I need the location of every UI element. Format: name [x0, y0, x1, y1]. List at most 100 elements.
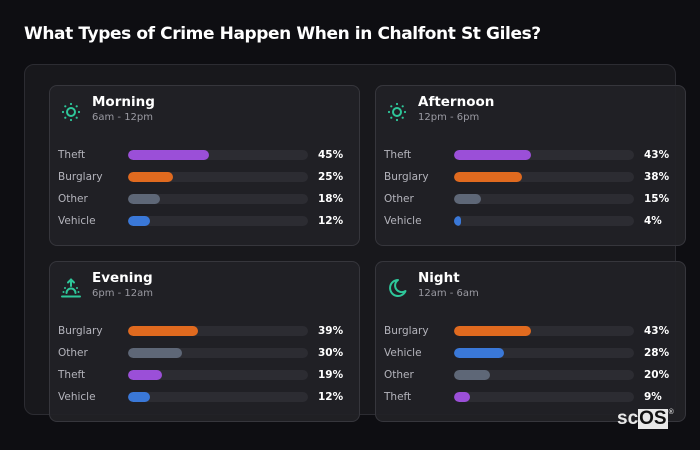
bar-track — [128, 326, 308, 336]
card-time-range: 12pm - 6pm — [418, 112, 480, 123]
bar-row: Vehicle 12% — [58, 212, 358, 234]
bar-percentage: 12% — [318, 215, 344, 227]
bar-label: Theft — [58, 369, 86, 381]
bar-percentage: 45% — [318, 149, 344, 161]
card-night: Night 12am - 6am Burglary 43% Vehicle 28% Ot… — [375, 261, 686, 422]
bar-fill — [454, 194, 481, 204]
bar-track — [454, 392, 634, 402]
bar-track — [454, 172, 634, 182]
card-title: Night — [418, 270, 460, 286]
bar-fill — [454, 370, 490, 380]
bar-row: Other 18% — [58, 190, 358, 212]
bar-label: Burglary — [384, 171, 429, 183]
bar-percentage: 12% — [318, 391, 344, 403]
bar-track — [128, 172, 308, 182]
bar-row: Vehicle 4% — [384, 212, 684, 234]
bar-row: Burglary 39% — [58, 322, 358, 344]
bar-fill — [454, 150, 532, 160]
bar-percentage: 15% — [644, 193, 670, 205]
bar-fill — [454, 392, 471, 402]
bar-percentage: 25% — [318, 171, 344, 183]
bar-row: Burglary 38% — [384, 168, 684, 190]
card-title: Afternoon — [418, 94, 495, 110]
logo-sc: sc — [617, 408, 639, 429]
bar-label: Other — [384, 193, 414, 205]
bar-fill — [128, 150, 209, 160]
bar-label: Theft — [58, 149, 86, 161]
bar-percentage: 28% — [644, 347, 670, 359]
bar-percentage: 9% — [644, 391, 662, 403]
bar-label: Other — [58, 347, 88, 359]
bar-track — [128, 348, 308, 358]
card-title: Evening — [92, 270, 153, 286]
bar-fill — [128, 370, 163, 380]
bar-row: Theft 45% — [58, 146, 358, 168]
bar-fill — [454, 326, 532, 336]
bar-row: Vehicle 12% — [58, 388, 358, 410]
bar-percentage: 20% — [644, 369, 670, 381]
bar-track — [454, 326, 634, 336]
logo-registered: ® — [668, 409, 674, 416]
bar-track — [128, 150, 308, 160]
bar-label: Burglary — [58, 325, 103, 337]
bar-fill — [128, 216, 150, 226]
bar-fill — [128, 194, 161, 204]
bar-percentage: 39% — [318, 325, 344, 337]
bar-label: Vehicle — [58, 391, 96, 403]
bar-percentage: 30% — [318, 347, 344, 359]
card-time-range: 12am - 6am — [418, 288, 479, 299]
bar-label: Vehicle — [384, 347, 422, 359]
bar-percentage: 4% — [644, 215, 662, 227]
bar-row: Vehicle 28% — [384, 344, 684, 366]
scos-logo: sc OS ® — [617, 409, 674, 429]
moon-icon — [389, 279, 407, 297]
bar-label: Other — [384, 369, 414, 381]
bar-percentage: 43% — [644, 325, 670, 337]
bar-row: Theft 43% — [384, 146, 684, 168]
logo-os: OS — [638, 408, 668, 429]
bar-track — [454, 370, 634, 380]
sun-icon — [387, 102, 407, 122]
bar-percentage: 18% — [318, 193, 344, 205]
bar-row: Burglary 43% — [384, 322, 684, 344]
bar-row: Theft 19% — [58, 366, 358, 388]
page-title: What Types of Crime Happen When in Chalf… — [24, 24, 541, 44]
bar-percentage: 38% — [644, 171, 670, 183]
bar-row: Theft 9% — [384, 388, 684, 410]
bar-fill — [128, 348, 182, 358]
card-time-range: 6am - 12pm — [92, 112, 154, 123]
bar-row: Other 20% — [384, 366, 684, 388]
bar-track — [128, 216, 308, 226]
bar-track — [454, 150, 634, 160]
bar-label: Burglary — [58, 171, 103, 183]
card-evening: Evening 6pm - 12am Burglary 39% Other 30% Th… — [49, 261, 360, 422]
bar-percentage: 43% — [644, 149, 670, 161]
bar-label: Other — [58, 193, 88, 205]
bar-track — [128, 370, 308, 380]
bar-track — [128, 194, 308, 204]
card-title: Morning — [92, 94, 155, 110]
bar-track — [454, 348, 634, 358]
bar-percentage: 19% — [318, 369, 344, 381]
bar-fill — [454, 348, 505, 358]
card-morning: Morning 6am - 12pm Theft 45% Burglary 25% Ot… — [49, 85, 360, 246]
bar-fill — [128, 326, 199, 336]
bar-fill — [128, 392, 150, 402]
bar-label: Burglary — [384, 325, 429, 337]
bar-fill — [128, 172, 173, 182]
bar-label: Vehicle — [384, 215, 422, 227]
bar-row: Other 15% — [384, 190, 684, 212]
sun-icon — [61, 102, 81, 122]
bar-track — [454, 216, 634, 226]
bar-row: Burglary 25% — [58, 168, 358, 190]
bar-label: Theft — [384, 149, 412, 161]
bar-track — [454, 194, 634, 204]
bar-label: Vehicle — [58, 215, 96, 227]
bar-label: Theft — [384, 391, 412, 403]
bar-fill — [454, 172, 523, 182]
bar-fill — [454, 216, 462, 226]
card-time-range: 6pm - 12am — [92, 288, 154, 299]
sunset-icon — [61, 278, 81, 298]
bar-track — [128, 392, 308, 402]
